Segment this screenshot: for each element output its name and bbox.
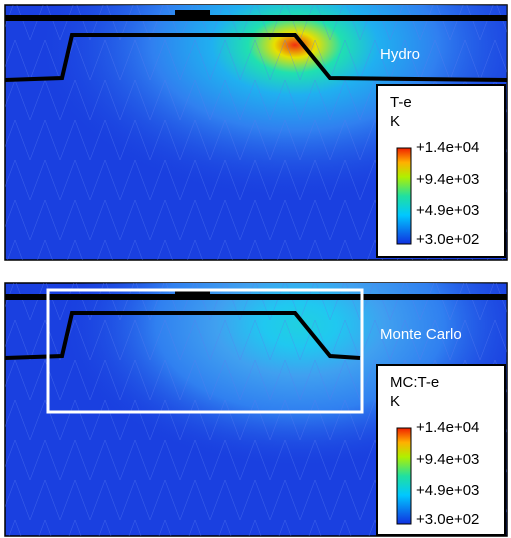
unit: K (390, 393, 400, 410)
colorbar-tick: +1.4e+04 (416, 139, 479, 156)
quantity: MC:T-e (390, 374, 439, 391)
surface (5, 15, 507, 21)
unit: K (390, 113, 400, 130)
panel-hydro: Hydro T-e K +1.4e+04 +9.4e+03 +4.9e+03 +… (4, 4, 508, 261)
gate (175, 290, 210, 300)
colorbar-tick: +3.0e+02 (416, 231, 479, 248)
panel-label: Monte Carlo (380, 326, 462, 343)
surface (5, 294, 507, 300)
gate (175, 10, 210, 20)
colorbar-tick: +4.9e+03 (416, 202, 479, 219)
colorbar-tick: +9.4e+03 (416, 451, 479, 468)
colorbar (396, 147, 412, 245)
colorbar-tick: +3.0e+02 (416, 511, 479, 528)
colorbar-tick: +9.4e+03 (416, 171, 479, 188)
colorbar (396, 427, 412, 525)
mc-region (46, 288, 364, 414)
quantity: T-e (390, 94, 412, 111)
panel-monte-carlo: Monte Carlo MC:T-e K +1.4e+04 +9.4e+03 +… (4, 282, 508, 537)
junction-outline (4, 311, 361, 360)
panel-label: Hydro (380, 46, 420, 63)
junction-outline (4, 33, 508, 82)
colorbar-tick: +4.9e+03 (416, 482, 479, 499)
colorbar-tick: +1.4e+04 (416, 419, 479, 436)
